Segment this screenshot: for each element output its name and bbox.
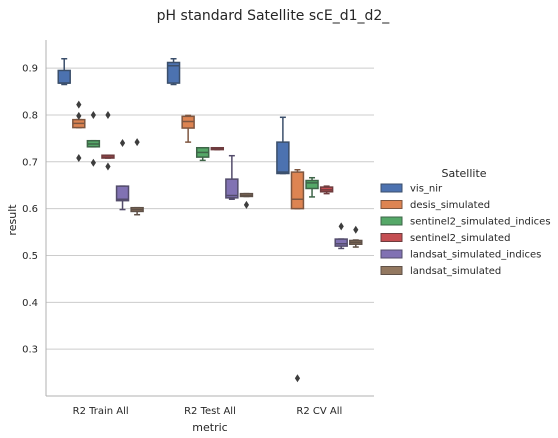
box-iqr [115, 185, 130, 202]
box-landsat_simulated-0 [130, 138, 144, 216]
x-tick-label: R2 Test All [184, 406, 236, 417]
box-vis_nir-1 [166, 57, 181, 86]
axes: 0.3 0.4 0.5 0.6 0.7 0.8 0.9 R2 Train All R2 Test… [22, 40, 374, 417]
box-vis_nir-0 [57, 57, 71, 86]
x-tick-label: R2 Train All [73, 406, 129, 417]
outlier-point [338, 222, 344, 231]
box-sentinel2_simulated-2 [319, 185, 334, 195]
outlier-point [76, 154, 82, 163]
outlier-point [105, 162, 111, 171]
legend-label-sentinel2_simulated_indices: sentinel2_simulated_indices [410, 217, 551, 228]
box-iqr [166, 61, 181, 84]
box-desis_simulated-2 [290, 169, 305, 383]
box-iqr [276, 141, 290, 175]
box-iqr [290, 171, 305, 210]
legend-swatch-landsat_simulated_indices [380, 249, 403, 259]
plot-area [57, 57, 363, 383]
box-iqr [334, 238, 348, 247]
outlier-point [119, 139, 126, 148]
legend-swatch-landsat_simulated [380, 266, 403, 275]
outlier-point [90, 110, 96, 119]
outlier-point [105, 110, 111, 119]
box-sentinel2_simulated_indices-2 [305, 176, 319, 198]
legend-label-landsat_simulated_indices: landsat_simulated_indices [410, 250, 541, 261]
legend-label-landsat_simulated: landsat_simulated [410, 266, 501, 277]
box-landsat_simulated-1 [239, 192, 254, 209]
box-sentinel2_simulated_indices-1 [195, 146, 210, 162]
legend-label-desis_simulated: desis_simulated [410, 200, 490, 211]
legend-title: Satellite [441, 167, 486, 180]
legend: Satellite vis_nir desis_simulated sentinel… [380, 167, 551, 277]
y-tick-label: 0.3 [22, 345, 38, 356]
box-landsat_simulated_indices-1 [225, 154, 239, 201]
x-tick-label: R2 CV All [296, 406, 342, 417]
legend-label-vis_nir: vis_nir [410, 184, 443, 195]
outlier-point [353, 225, 359, 234]
outlier-point [243, 200, 250, 209]
legend-label-sentinel2_simulated: sentinel2_simulated [410, 233, 510, 244]
y-tick-label: 0.6 [22, 204, 38, 215]
outlier-point [294, 374, 301, 383]
outlier-point [76, 100, 82, 109]
outlier-point [76, 111, 82, 120]
x-axis-label: metric [192, 421, 227, 434]
box-landsat_simulated_indices-0 [115, 139, 130, 211]
y-axis-label: result [6, 204, 19, 236]
outlier-point [90, 158, 96, 167]
box-sentinel2_simulated_indices-0 [86, 110, 101, 167]
y-tick-label: 0.7 [22, 157, 38, 168]
y-tick-label: 0.8 [22, 110, 38, 121]
box-vis_nir-2 [276, 116, 290, 175]
box-sentinel2_simulated-0 [101, 110, 115, 171]
chart-title: pH standard Satellite scE_d1_d2_ [157, 8, 391, 24]
y-tick-label: 0.5 [22, 251, 38, 262]
y-tick-label: 0.9 [22, 64, 38, 75]
box-iqr [57, 69, 71, 84]
box-landsat_simulated-2 [349, 225, 363, 248]
box-iqr [305, 179, 319, 190]
box-landsat_simulated_indices-2 [334, 222, 348, 250]
gridlines [46, 67, 374, 350]
box-desis_simulated-0 [72, 100, 86, 163]
y-tick-label: 0.4 [22, 298, 38, 309]
legend-swatch-vis_nir [380, 183, 403, 193]
legend-swatch-desis_simulated [380, 200, 403, 209]
box-sentinel2_simulated-1 [210, 146, 225, 151]
legend-swatch-sentinel2_simulated_indices [380, 216, 403, 226]
box-desis_simulated-1 [181, 114, 195, 143]
box-iqr [225, 178, 239, 199]
outlier-point [134, 138, 140, 147]
legend-swatch-sentinel2_simulated [380, 233, 403, 242]
